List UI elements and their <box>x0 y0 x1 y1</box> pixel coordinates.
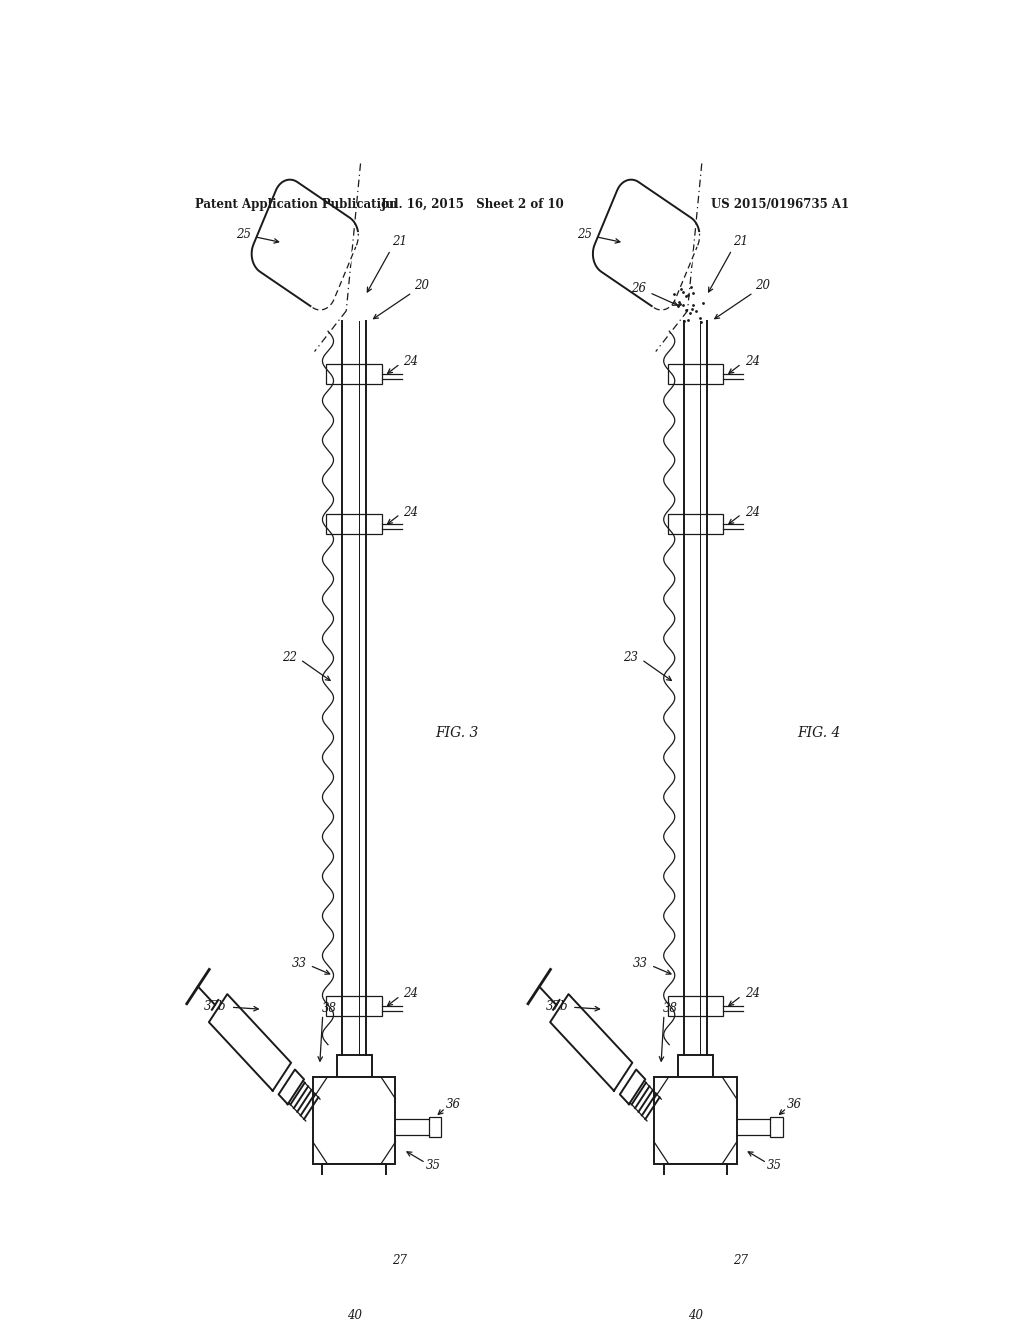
FancyBboxPatch shape <box>313 1077 395 1164</box>
Text: 24: 24 <box>403 506 419 519</box>
Text: 24: 24 <box>744 355 760 368</box>
Text: US 2015/0196735 A1: US 2015/0196735 A1 <box>712 198 850 211</box>
Text: 24: 24 <box>744 506 760 519</box>
Text: 35: 35 <box>426 1159 440 1172</box>
FancyBboxPatch shape <box>328 1245 380 1270</box>
FancyBboxPatch shape <box>670 1245 722 1270</box>
FancyBboxPatch shape <box>678 1055 713 1077</box>
Text: 33: 33 <box>292 957 306 970</box>
Text: 35: 35 <box>767 1159 782 1172</box>
Text: 21: 21 <box>733 235 749 248</box>
FancyBboxPatch shape <box>327 995 382 1016</box>
Text: 26: 26 <box>631 282 646 294</box>
Text: 22: 22 <box>282 651 297 664</box>
FancyBboxPatch shape <box>668 364 723 384</box>
FancyBboxPatch shape <box>770 1117 782 1138</box>
Text: FIG. 4: FIG. 4 <box>797 726 840 739</box>
Text: 40: 40 <box>347 1308 361 1320</box>
Text: 27: 27 <box>733 1254 749 1267</box>
Text: 33: 33 <box>633 957 648 970</box>
Text: 27: 27 <box>392 1254 408 1267</box>
Text: 24: 24 <box>403 987 419 1001</box>
FancyBboxPatch shape <box>668 995 723 1016</box>
Text: 36: 36 <box>445 1098 461 1111</box>
Text: 21: 21 <box>392 235 408 248</box>
Text: 20: 20 <box>755 279 770 292</box>
FancyBboxPatch shape <box>327 515 382 535</box>
Text: 23: 23 <box>624 651 638 664</box>
Text: 25: 25 <box>236 228 251 242</box>
Text: 25: 25 <box>578 228 592 242</box>
Text: Patent Application Publication: Patent Application Publication <box>196 198 398 211</box>
Text: 38: 38 <box>664 1002 678 1015</box>
Text: 40: 40 <box>688 1308 702 1320</box>
FancyBboxPatch shape <box>327 364 382 384</box>
Text: 38: 38 <box>322 1002 337 1015</box>
Text: 37b: 37b <box>546 999 568 1012</box>
FancyBboxPatch shape <box>664 1164 727 1181</box>
Text: 20: 20 <box>414 279 429 292</box>
FancyBboxPatch shape <box>654 1077 736 1164</box>
Text: 24: 24 <box>403 355 419 368</box>
FancyBboxPatch shape <box>323 1164 386 1181</box>
Text: 37b: 37b <box>204 999 226 1012</box>
Text: FIG. 3: FIG. 3 <box>435 726 479 739</box>
FancyBboxPatch shape <box>668 515 723 535</box>
FancyBboxPatch shape <box>337 1055 372 1077</box>
Text: 24: 24 <box>744 987 760 1001</box>
Text: 36: 36 <box>786 1098 802 1111</box>
Text: Jul. 16, 2015   Sheet 2 of 10: Jul. 16, 2015 Sheet 2 of 10 <box>381 198 565 211</box>
FancyBboxPatch shape <box>429 1117 441 1138</box>
